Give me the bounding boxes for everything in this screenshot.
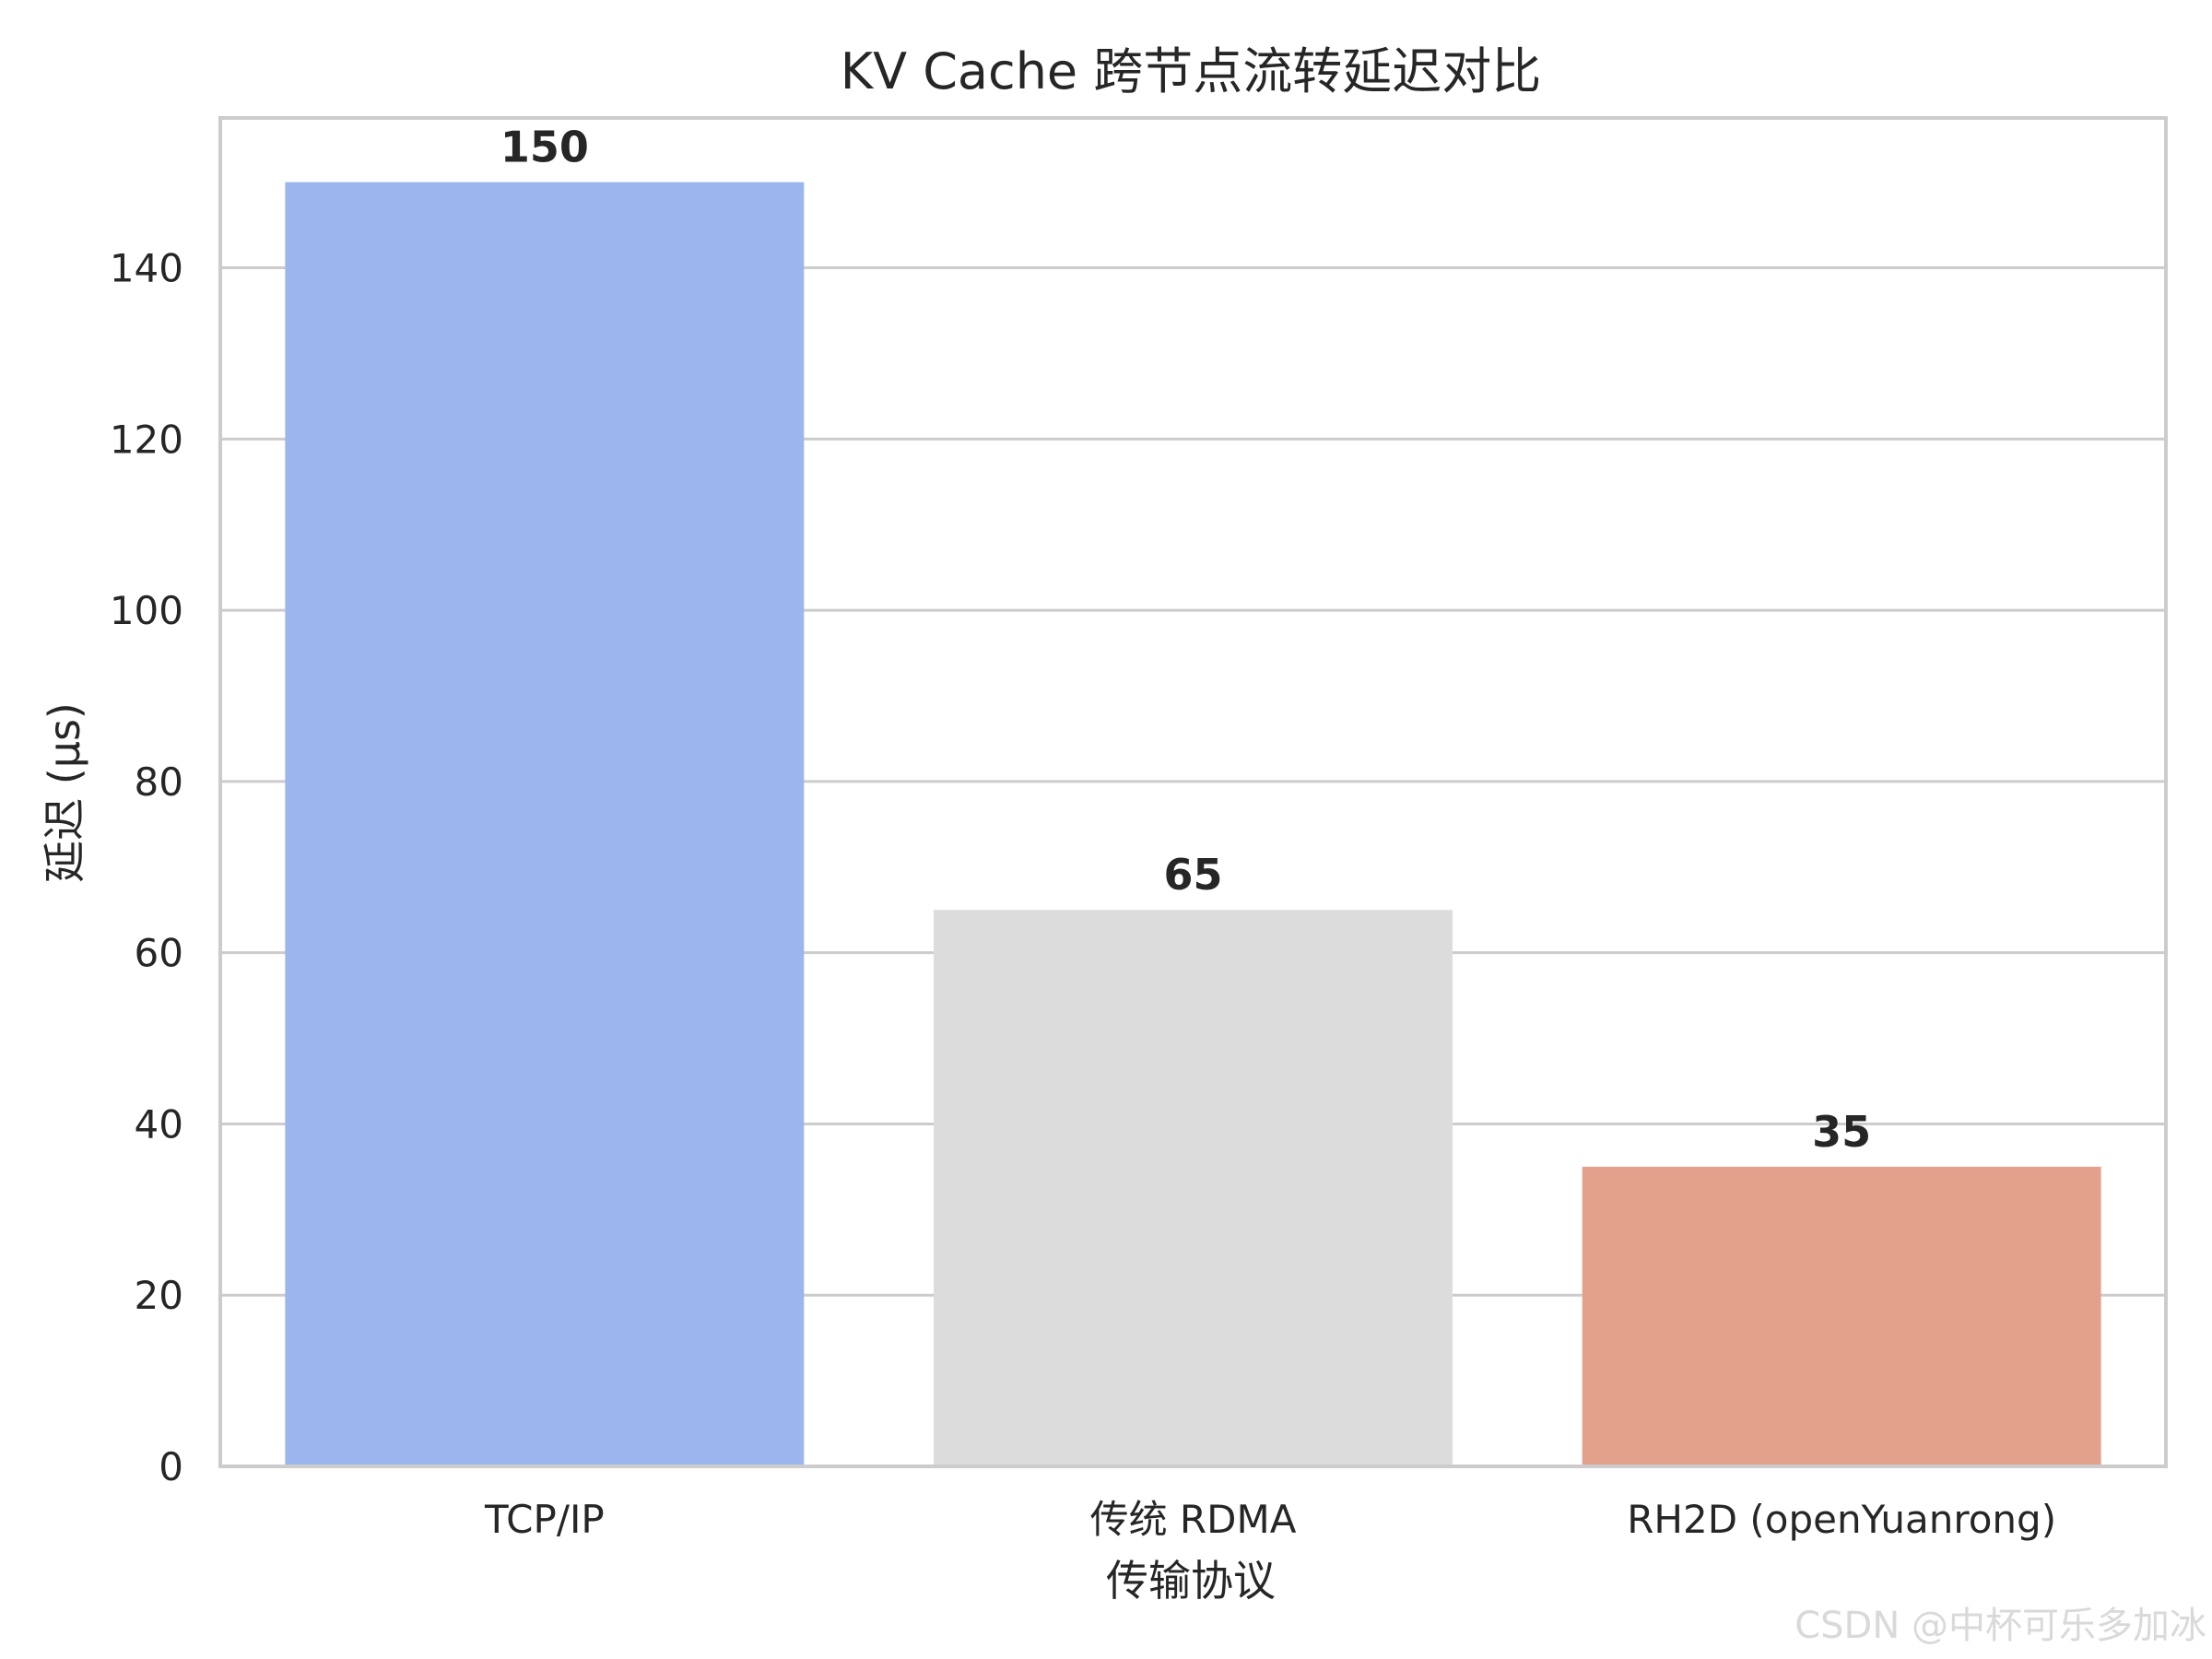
value-label-2: 35 — [1812, 1107, 1871, 1157]
y-tick-label-0: 0 — [159, 1444, 183, 1489]
value-labels: 150 65 35 — [500, 123, 1871, 1157]
y-tick-label-1: 20 — [135, 1273, 183, 1318]
plot-frame — [218, 116, 2168, 1468]
value-label-0: 150 — [500, 123, 589, 172]
y-tick-label-6: 120 — [110, 417, 183, 462]
y-tick-label-5: 100 — [110, 588, 183, 633]
y-axis-label: 延迟 (μs) — [40, 702, 89, 883]
watermark: CSDN @中杯可乐多加冰 — [1794, 1605, 2206, 1647]
y-tick-label-3: 60 — [135, 931, 183, 976]
x-axis-label: 传输协议 — [1106, 1556, 1276, 1606]
value-label-1: 65 — [1163, 850, 1222, 900]
x-tick-label-2: RH2D (openYuanrong) — [1627, 1497, 2056, 1542]
y-tick-label-4: 80 — [135, 759, 183, 805]
x-tick-label-0: TCP/IP — [484, 1497, 605, 1542]
bar-0 — [285, 182, 805, 1467]
y-tick-label-2: 40 — [135, 1101, 183, 1147]
bar-2 — [1582, 1166, 2101, 1466]
x-tick-label-1: 传统 RDMA — [1090, 1497, 1297, 1542]
y-axis-ticks: 0 20 40 60 80 100 120 140 — [110, 246, 183, 1489]
chart-title: KV Cache 跨节点流转延迟对比 — [841, 42, 1542, 100]
bars — [285, 182, 2101, 1467]
x-axis-ticks: TCP/IP 传统 RDMA RH2D (openYuanrong) — [484, 1497, 2056, 1542]
bar-1 — [934, 910, 1453, 1466]
y-tick-label-7: 140 — [110, 246, 183, 291]
